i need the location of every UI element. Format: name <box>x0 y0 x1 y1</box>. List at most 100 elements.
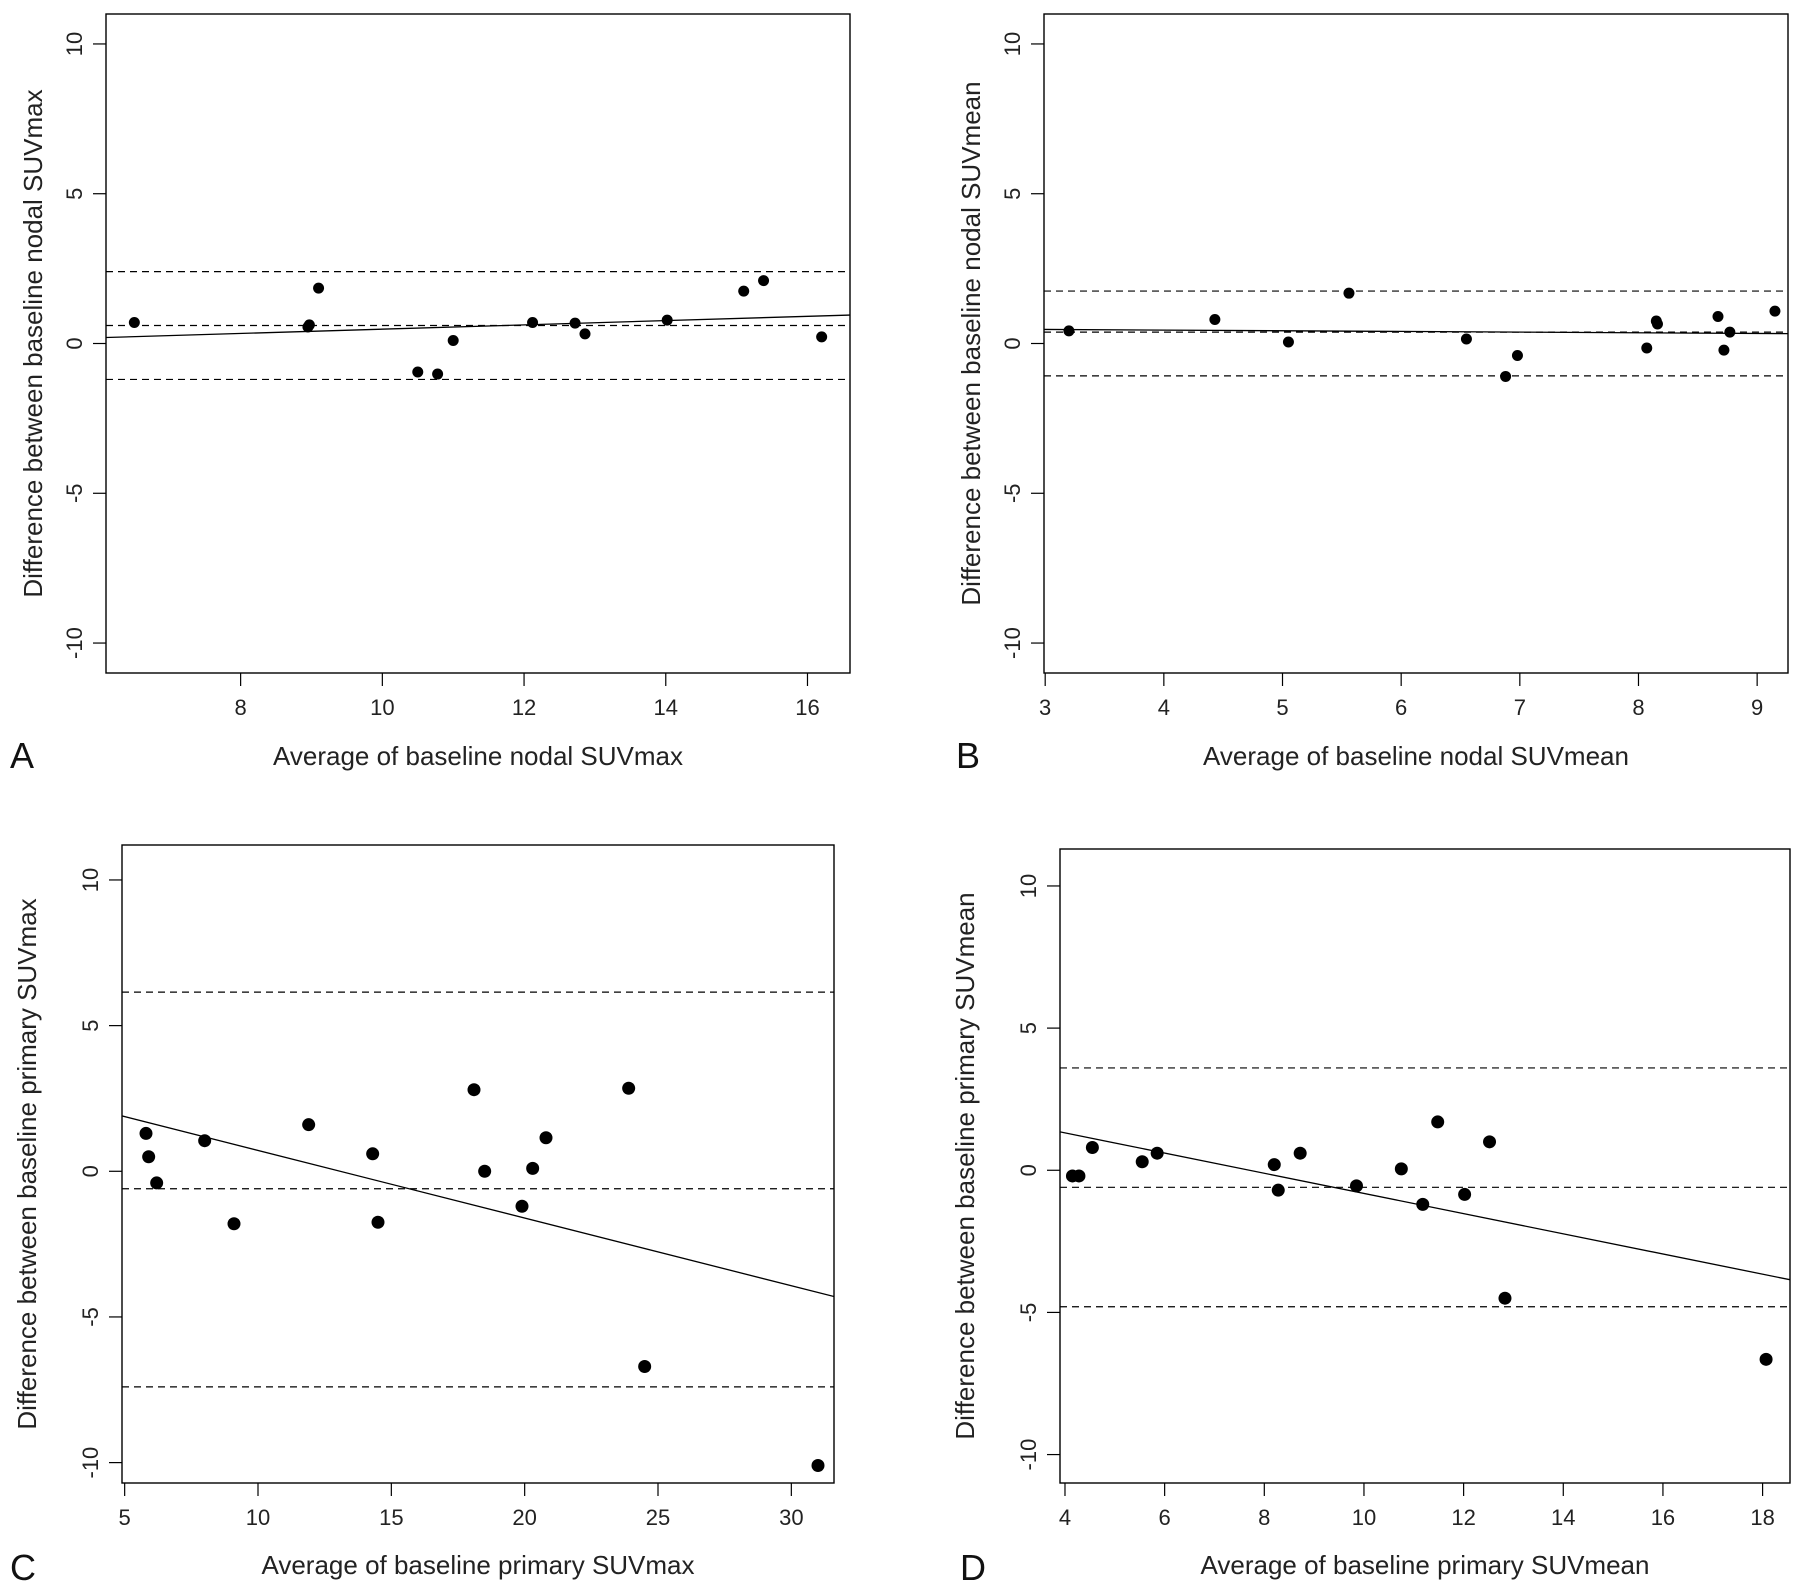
x-axis-title: Average of baseline primary SUVmean <box>1201 1550 1650 1580</box>
data-point <box>227 1217 241 1231</box>
data-point <box>579 328 591 340</box>
data-point <box>539 1131 553 1145</box>
data-point <box>1209 314 1221 326</box>
data-point <box>447 335 459 347</box>
data-point <box>1349 1179 1363 1193</box>
y-tick-label: 0 <box>1016 1164 1041 1176</box>
data-point <box>758 275 770 287</box>
x-tick-label: 16 <box>795 695 819 720</box>
data-point <box>1085 1141 1099 1155</box>
data-point <box>1271 1183 1285 1197</box>
panel-label: A <box>10 735 34 776</box>
data-point <box>371 1215 385 1229</box>
data-point <box>478 1164 492 1178</box>
y-tick-label: 10 <box>1016 874 1041 898</box>
data-point <box>467 1083 481 1097</box>
chart-panel-b: 3 4 5 6 7 8 9 -10 -5 0 5 10 Average of baseline noda… <box>956 13 1789 776</box>
data-point <box>1500 370 1512 382</box>
data-point <box>139 1126 153 1140</box>
data-point <box>198 1134 212 1148</box>
data-point <box>313 282 325 294</box>
x-axis-title: Average of baseline nodal SUVmean <box>1203 741 1629 771</box>
data-point <box>1431 1115 1445 1129</box>
data-point <box>1498 1291 1512 1305</box>
y-tick-label: 10 <box>78 868 103 892</box>
y-tick-label: -5 <box>1000 483 1025 503</box>
data-point <box>526 1161 540 1175</box>
y-tick-label: -5 <box>78 1307 103 1327</box>
x-tick-label: 4 <box>1158 695 1170 720</box>
y-tick-label: -5 <box>1016 1303 1041 1323</box>
data-point <box>1769 305 1781 317</box>
data-point <box>412 366 424 378</box>
data-point <box>1759 1352 1773 1366</box>
y-tick-label: 0 <box>62 337 87 349</box>
x-tick-label: 14 <box>654 695 678 720</box>
y-tick-label: -10 <box>62 627 87 659</box>
x-tick-label: 10 <box>370 695 394 720</box>
data-point <box>661 314 673 326</box>
data-point <box>1416 1197 1430 1211</box>
chart-panel-a: 8 10 12 14 16 -10 -5 0 5 10 Average of baseline no… <box>10 13 851 776</box>
data-point <box>811 1459 825 1473</box>
y-tick-label: 0 <box>78 1165 103 1177</box>
x-tick-label: 8 <box>1258 1505 1270 1530</box>
x-axis-title: Average of baseline primary SUVmax <box>261 1550 694 1580</box>
data-point <box>303 319 315 331</box>
data-point <box>1718 344 1730 356</box>
data-point <box>1394 1162 1408 1176</box>
data-point <box>1641 342 1653 354</box>
regression-line <box>1044 328 1788 335</box>
x-tick-label: 15 <box>379 1505 403 1530</box>
y-tick-label: 5 <box>62 188 87 200</box>
x-tick-label: 10 <box>246 1505 270 1530</box>
y-tick-label: -10 <box>1000 627 1025 659</box>
x-tick-label: 7 <box>1514 695 1526 720</box>
data-point <box>1343 287 1355 299</box>
x-tick-label: 16 <box>1651 1505 1675 1530</box>
y-axis-title: Difference between baseline primary SUVm… <box>12 898 42 1429</box>
data-point <box>366 1147 380 1161</box>
x-tick-label: 4 <box>1059 1505 1071 1530</box>
data-point <box>142 1150 156 1164</box>
y-tick-label: 10 <box>1000 32 1025 56</box>
data-point <box>302 1118 316 1132</box>
data-point <box>1651 318 1663 330</box>
data-point <box>1724 326 1736 338</box>
x-tick-label: 5 <box>119 1505 131 1530</box>
data-point <box>1712 311 1724 323</box>
y-axis-title: Difference between baseline nodal SUVmea… <box>956 81 986 605</box>
y-tick-label: -10 <box>1016 1439 1041 1471</box>
x-tick-label: 8 <box>1632 695 1644 720</box>
regression-line <box>122 1115 834 1298</box>
x-tick-label: 8 <box>235 695 247 720</box>
data-point <box>1293 1146 1307 1160</box>
x-tick-label: 30 <box>779 1505 803 1530</box>
data-point <box>1460 333 1472 345</box>
y-tick-label: -5 <box>62 483 87 503</box>
data-point <box>1511 349 1523 361</box>
x-tick-label: 5 <box>1276 695 1288 720</box>
panel-label: B <box>956 735 980 776</box>
x-tick-label: 14 <box>1551 1505 1575 1530</box>
chart-panel-c: 5 10 15 20 25 30 -10 -5 0 5 10 Average of baseline … <box>10 844 835 1588</box>
y-tick-label: 5 <box>1016 1022 1041 1034</box>
data-point <box>569 317 581 329</box>
data-point <box>128 317 140 329</box>
data-point <box>1282 336 1294 348</box>
x-tick-label: 20 <box>512 1505 536 1530</box>
x-axis-title: Average of baseline nodal SUVmax <box>273 741 683 771</box>
data-point <box>1458 1187 1472 1201</box>
x-tick-label: 6 <box>1395 695 1407 720</box>
data-point <box>432 368 444 380</box>
data-point <box>1135 1155 1149 1169</box>
plot-frame <box>1043 13 1789 674</box>
y-tick-label: 0 <box>1000 337 1025 349</box>
y-tick-label: 10 <box>62 32 87 56</box>
x-tick-label: 3 <box>1039 695 1051 720</box>
x-tick-label: 10 <box>1352 1505 1376 1530</box>
data-point <box>1267 1158 1281 1172</box>
data-point <box>1072 1169 1086 1183</box>
data-point <box>515 1199 529 1213</box>
